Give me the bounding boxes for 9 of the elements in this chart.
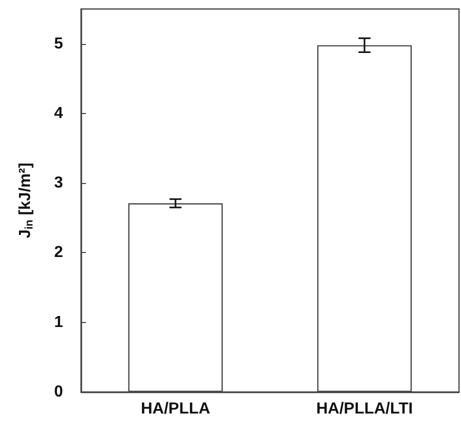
y-tick-label: 3 (54, 174, 64, 192)
y-tick-label: 5 (54, 35, 64, 52)
y-tick-label: 0 (54, 384, 64, 400)
y-axis-title: Jin [kJ/m²] (17, 162, 36, 238)
y-tick-label: 2 (54, 244, 64, 262)
x-tick-label: HA/PLLA/LTI (316, 400, 413, 418)
y-tick-label: 4 (54, 104, 64, 122)
y-tick-label: 1 (54, 314, 64, 331)
x-tick-label: HA/PLLA (140, 400, 211, 418)
